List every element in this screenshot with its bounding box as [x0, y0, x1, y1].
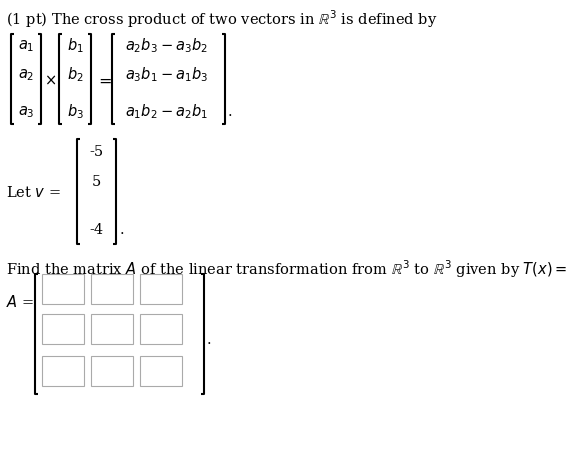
Text: $b_2$: $b_2$ — [67, 66, 84, 84]
Text: Let $v$ =: Let $v$ = — [6, 185, 60, 200]
Text: Find the matrix $A$ of the linear transformation from $\mathbb{R}^3$ to $\mathbb: Find the matrix $A$ of the linear transf… — [6, 257, 569, 279]
Text: .: . — [119, 223, 124, 236]
FancyBboxPatch shape — [141, 314, 183, 344]
Text: $a_2b_3 - a_3b_2$: $a_2b_3 - a_3b_2$ — [125, 37, 208, 55]
Text: .: . — [207, 332, 212, 346]
FancyBboxPatch shape — [91, 314, 133, 344]
Text: $a_1b_2 - a_2b_1$: $a_1b_2 - a_2b_1$ — [125, 102, 208, 121]
Text: $A$ =: $A$ = — [6, 293, 34, 309]
Text: $=$: $=$ — [96, 71, 112, 88]
Text: $a_2$: $a_2$ — [18, 67, 34, 83]
Text: -5: -5 — [89, 145, 103, 159]
FancyBboxPatch shape — [42, 356, 84, 386]
Text: $b_1$: $b_1$ — [67, 37, 84, 55]
Text: $a_3b_1 - a_1b_3$: $a_3b_1 - a_1b_3$ — [125, 66, 208, 84]
FancyBboxPatch shape — [141, 356, 183, 386]
Text: -4: -4 — [89, 223, 103, 236]
Text: $b_3$: $b_3$ — [67, 102, 84, 121]
FancyBboxPatch shape — [91, 274, 133, 304]
Text: .: . — [228, 105, 233, 119]
Text: (1 pt) The cross product of two vectors in $\mathbb{R}^3$ is defined by: (1 pt) The cross product of two vectors … — [6, 8, 437, 30]
Text: $a_1$: $a_1$ — [18, 38, 34, 54]
FancyBboxPatch shape — [42, 314, 84, 344]
Text: $\times$: $\times$ — [44, 73, 57, 87]
Text: 5: 5 — [92, 174, 101, 189]
FancyBboxPatch shape — [141, 274, 183, 304]
FancyBboxPatch shape — [91, 356, 133, 386]
Text: $a_3$: $a_3$ — [18, 104, 34, 120]
FancyBboxPatch shape — [42, 274, 84, 304]
